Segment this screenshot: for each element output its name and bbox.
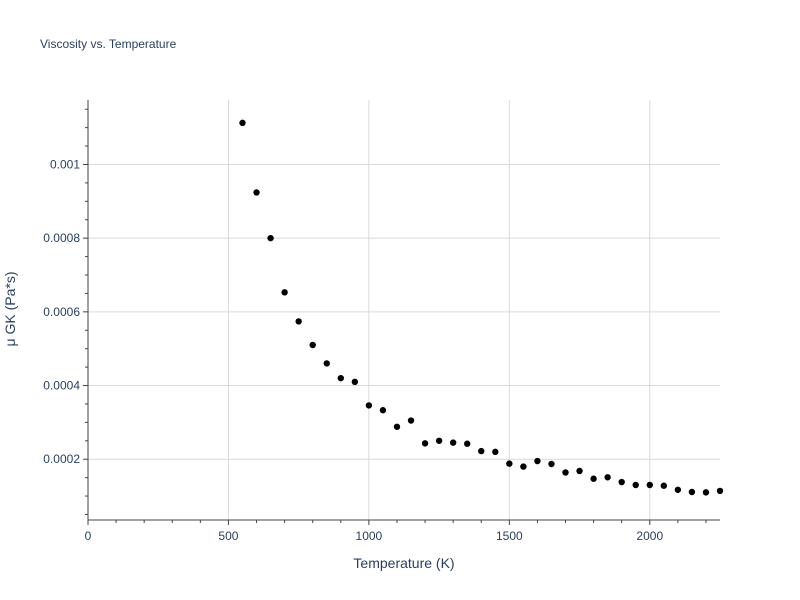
data-point: [478, 447, 485, 455]
data-point: [618, 478, 625, 486]
data-point: [576, 467, 583, 475]
data-point: [590, 475, 597, 482]
data-point: [379, 407, 387, 414]
x-axis-title: Temperature (K): [353, 555, 454, 571]
data-point: [660, 482, 668, 489]
data-point: [253, 189, 260, 196]
data-point: [309, 341, 316, 349]
data-point: [365, 402, 373, 409]
data-point: [520, 463, 527, 470]
data-point: [464, 440, 471, 447]
data-point: [421, 440, 429, 447]
data-point: [674, 486, 682, 493]
data-point: [548, 460, 555, 468]
data-point: [407, 417, 415, 424]
x-tick-label: 1000: [356, 529, 383, 543]
axis-layer: [83, 100, 720, 525]
data-point: [688, 488, 696, 496]
data-point: [562, 469, 569, 476]
data-point: [534, 457, 541, 465]
data-point: [604, 474, 611, 481]
data-point: [337, 374, 344, 382]
x-tick-label: 0: [85, 529, 92, 543]
data-point: [492, 448, 499, 456]
x-tick-label: 1500: [496, 529, 523, 543]
data-point: [323, 360, 330, 367]
x-tick-label: 500: [218, 529, 238, 543]
data-point: [702, 489, 710, 496]
chart-title: Viscosity vs. Temperature: [40, 37, 177, 51]
data-point: [506, 460, 513, 467]
data-point: [393, 423, 401, 430]
y-tick-label: 0.001: [50, 157, 80, 171]
data-point: [281, 289, 288, 296]
points-layer: [239, 119, 724, 496]
y-tick-label: 0.0002: [43, 452, 80, 466]
x-tick-label: 2000: [636, 529, 663, 543]
y-tick-label: 0.0004: [43, 379, 80, 393]
data-point: [267, 234, 274, 242]
data-point: [351, 378, 359, 386]
data-point: [435, 437, 443, 444]
grid-layer: [88, 100, 720, 520]
y-tick-label: 0.0008: [43, 231, 80, 245]
data-point: [716, 487, 724, 495]
y-tick-label: 0.0006: [43, 305, 80, 319]
data-point: [646, 481, 653, 489]
data-point: [632, 481, 639, 489]
data-point: [449, 439, 457, 446]
labels-layer: 0 500 1000 1500 2000 0.0002 0.0004 0.0006 0.0008…: [43, 157, 663, 543]
y-axis-title: μ GK (Pa*s): [2, 272, 18, 347]
data-point: [239, 119, 246, 127]
data-point: [295, 318, 302, 325]
